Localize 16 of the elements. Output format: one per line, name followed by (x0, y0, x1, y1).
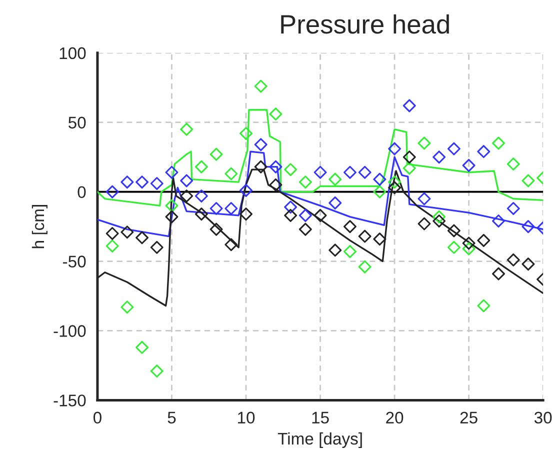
x-tick-label: 10 (238, 412, 255, 424)
y-tick-label: -50 (63, 256, 86, 268)
x-tick-label: 15 (312, 412, 329, 424)
y-tick-label: -100 (54, 325, 86, 337)
x-tick-label: 20 (386, 412, 404, 424)
x-tick-label: 25 (460, 412, 478, 424)
y-tick-label: 50 (68, 116, 86, 129)
y-tick-label: 0 (78, 186, 86, 198)
y-axis-title: h [cm] (32, 205, 48, 248)
y-tick-label: 100 (60, 47, 86, 60)
x-tick-label: 30 (534, 412, 552, 424)
chart-title: Pressure head (281, 14, 449, 34)
y-tick-label: -150 (54, 394, 86, 406)
x-tick-label: 5 (168, 412, 176, 424)
x-axis-title: Time [days] (278, 432, 362, 448)
x-tick-label: 0 (93, 412, 102, 424)
